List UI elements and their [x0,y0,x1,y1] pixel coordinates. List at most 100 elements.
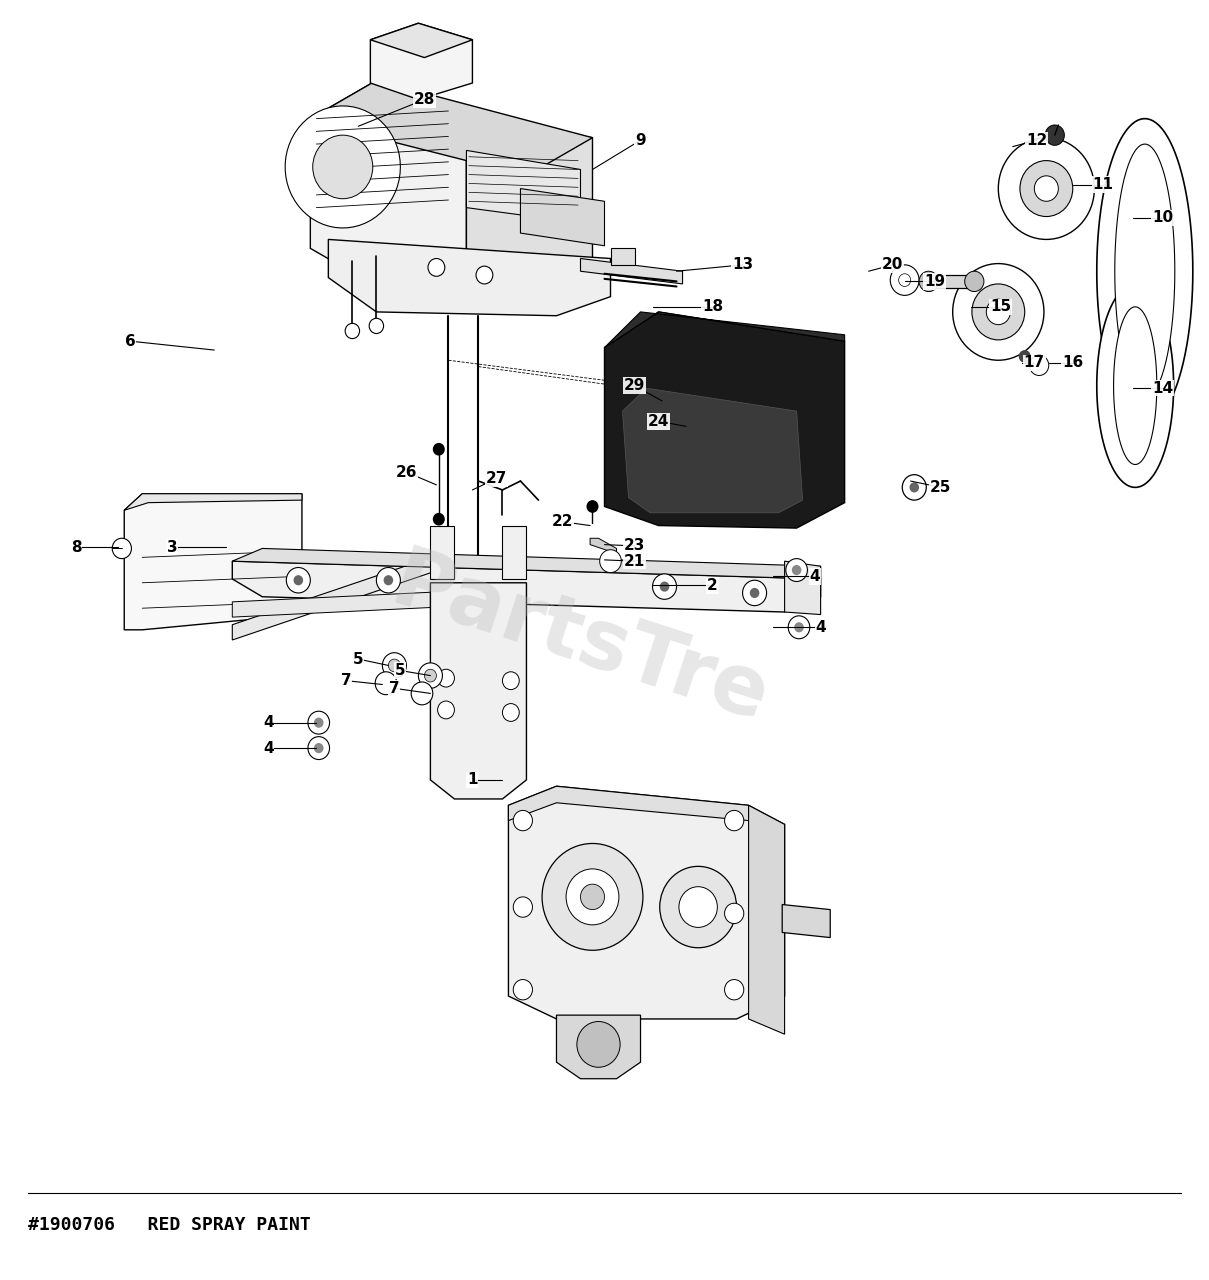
Text: 7: 7 [341,673,352,689]
Circle shape [1045,125,1064,146]
Polygon shape [604,312,845,529]
Circle shape [792,564,802,575]
Text: 24: 24 [648,413,670,429]
Polygon shape [1113,307,1157,465]
Polygon shape [232,591,442,617]
Polygon shape [467,151,580,223]
Polygon shape [509,786,748,820]
Circle shape [953,264,1043,360]
Circle shape [514,897,532,918]
Circle shape [660,581,670,591]
Circle shape [580,884,604,910]
Polygon shape [929,275,974,288]
Polygon shape [782,905,831,937]
Circle shape [376,567,400,593]
Circle shape [1019,349,1031,362]
Circle shape [438,669,455,687]
Circle shape [909,483,919,493]
Polygon shape [232,548,821,579]
Circle shape [476,266,493,284]
Text: 4: 4 [264,741,273,755]
Circle shape [314,718,324,728]
Text: 25: 25 [930,480,951,495]
Circle shape [314,742,324,753]
Circle shape [788,616,810,639]
Polygon shape [232,561,821,612]
Text: #1900706   RED SPRAY PAINT: #1900706 RED SPRAY PAINT [28,1216,311,1234]
Circle shape [308,737,330,759]
Text: 4: 4 [809,568,820,584]
Circle shape [987,300,1011,325]
Polygon shape [509,786,785,1019]
Text: 2: 2 [707,577,718,593]
Circle shape [112,539,132,558]
Polygon shape [430,526,455,579]
Circle shape [388,659,400,672]
Circle shape [679,887,717,928]
Circle shape [542,844,643,950]
Circle shape [503,704,519,722]
Polygon shape [1097,284,1174,488]
Circle shape [1030,355,1048,375]
Circle shape [965,271,984,292]
Circle shape [514,810,532,831]
Text: 7: 7 [389,681,400,696]
Circle shape [428,259,445,276]
Circle shape [287,567,311,593]
Circle shape [999,138,1094,239]
Text: 10: 10 [1152,210,1174,225]
Circle shape [433,513,445,526]
Text: 28: 28 [413,92,435,108]
Polygon shape [311,81,592,175]
Circle shape [794,622,804,632]
Text: 8: 8 [71,540,81,554]
Text: 16: 16 [1063,356,1083,370]
Circle shape [345,324,359,339]
Polygon shape [556,1015,641,1079]
Circle shape [653,573,677,599]
Text: 6: 6 [125,334,135,348]
Text: 5: 5 [395,663,406,678]
Circle shape [308,712,330,735]
Circle shape [724,979,744,1000]
Text: 5: 5 [353,652,364,667]
Polygon shape [1115,145,1175,398]
Polygon shape [590,539,617,553]
Circle shape [660,867,736,947]
Polygon shape [604,312,845,347]
Text: 14: 14 [1152,380,1174,396]
Polygon shape [370,23,473,58]
Circle shape [600,549,621,572]
Text: 3: 3 [167,540,178,554]
Text: 4: 4 [815,620,826,635]
Text: 23: 23 [624,539,646,553]
Polygon shape [125,494,302,511]
Circle shape [383,575,393,585]
Circle shape [890,265,919,296]
Text: 12: 12 [1026,133,1047,147]
Polygon shape [785,561,821,614]
Circle shape [433,443,445,456]
Text: 13: 13 [731,257,753,273]
Circle shape [919,271,938,292]
Circle shape [503,672,519,690]
Circle shape [1035,175,1058,201]
Polygon shape [520,188,604,246]
Text: PartsTre: PartsTre [382,541,779,739]
Polygon shape [1097,119,1193,424]
Text: 17: 17 [1024,356,1045,370]
Text: 1: 1 [467,772,478,787]
Polygon shape [311,81,467,287]
Circle shape [786,558,808,581]
Circle shape [902,475,926,500]
Circle shape [742,580,767,605]
Polygon shape [503,526,526,579]
Polygon shape [623,388,803,513]
Text: 18: 18 [702,300,723,315]
Circle shape [724,904,744,924]
Circle shape [382,653,406,678]
Circle shape [1020,160,1072,216]
Polygon shape [125,494,302,630]
Text: 22: 22 [551,515,573,529]
Text: 11: 11 [1092,177,1113,192]
